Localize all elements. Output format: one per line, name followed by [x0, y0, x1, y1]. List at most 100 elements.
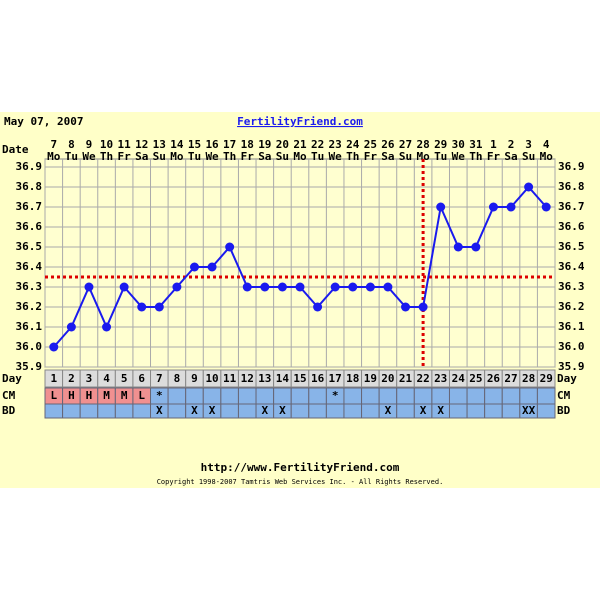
temperature-point [260, 282, 270, 292]
y-tick-label-right: 36.6 [558, 220, 585, 233]
cm-value: M [121, 389, 128, 402]
date-label: Date [2, 143, 29, 156]
y-tick-label-right: 36.1 [558, 320, 585, 333]
weekday-label: Mo [540, 150, 554, 163]
date-label: 19 [258, 138, 271, 151]
y-tick-label: 36.4 [16, 260, 43, 273]
date-label: 9 [86, 138, 93, 151]
y-tick-label-right: 36.0 [558, 340, 585, 353]
temperature-point [119, 282, 129, 292]
temperature-point [295, 282, 305, 292]
cm-cell [501, 387, 521, 405]
x-tick-label: 21 [399, 372, 413, 385]
date-label: 1 [490, 138, 497, 151]
temperature-point [348, 282, 358, 292]
y-tick-label-right: 35.9 [558, 360, 585, 373]
cm-value: M [103, 389, 110, 402]
temperature-point [242, 282, 252, 292]
bd-cell [308, 403, 327, 419]
y-tick-label: 36.6 [16, 220, 43, 233]
x-tick-label: 29 [540, 372, 553, 385]
y-tick-label: 36.2 [16, 300, 43, 313]
temperature-point [541, 202, 551, 212]
y-tick-label: 36.3 [16, 280, 43, 293]
weekday-label: Th [223, 150, 236, 163]
bd-cell [220, 403, 239, 419]
weekday-label: Fr [364, 150, 378, 163]
bd-value: X [191, 404, 198, 417]
temperature-point [401, 302, 411, 312]
weekday-label: Sa [381, 150, 394, 163]
copyright: Copyright 1998-2007 Tamtris Web Services… [157, 478, 444, 486]
y-tick-label: 36.5 [16, 240, 43, 253]
cm-cell [484, 387, 503, 405]
bd-cell [290, 403, 310, 419]
weekday-label: Th [346, 150, 359, 163]
date-label: 4 [543, 138, 550, 151]
temperature-point [506, 202, 516, 212]
date-label: 20 [276, 138, 289, 151]
x-tick-label: 9 [191, 372, 198, 385]
day-label-right: Day [557, 372, 577, 385]
date-label: 24 [346, 138, 360, 151]
temperature-point [154, 302, 164, 312]
cm-cell [448, 387, 468, 405]
day-cell [536, 369, 556, 388]
y-tick-label: 36.1 [16, 320, 43, 333]
weekday-label: Fr [241, 150, 255, 163]
cm-label-right: CM [557, 389, 571, 402]
cm-cell [290, 387, 310, 405]
cm-cell [466, 387, 486, 405]
date-label: 21 [293, 138, 307, 151]
x-tick-label: 14 [276, 372, 290, 385]
date-label: 13 [153, 138, 166, 151]
x-tick-label: 16 [311, 372, 325, 385]
weekday-label: Mo [416, 150, 430, 163]
bd-cell [361, 403, 380, 419]
x-tick-label: 27 [504, 372, 517, 385]
bd-value: X [262, 404, 269, 417]
bd-cell [325, 403, 345, 419]
x-tick-label: 2 [68, 372, 75, 385]
cm-value: * [332, 389, 339, 402]
bd-cell [237, 403, 257, 419]
date-label: 18 [241, 138, 254, 151]
temperature-point [313, 302, 323, 312]
weekday-label: We [82, 150, 96, 163]
y-tick-label-right: 36.8 [558, 180, 585, 193]
x-tick-label: 4 [103, 372, 110, 385]
y-tick-label: 36.8 [16, 180, 43, 193]
bd-cell [114, 403, 134, 419]
y-tick-label: 36.7 [16, 200, 43, 213]
weekday-label: Tu [188, 150, 201, 163]
temperature-point [172, 282, 182, 292]
cm-cell [308, 387, 327, 405]
cm-cell [378, 387, 398, 405]
temperature-point [383, 282, 393, 292]
x-tick-label: 22 [416, 372, 429, 385]
bd-cell [132, 403, 152, 419]
date-label: 22 [311, 138, 324, 151]
bd-cell [97, 403, 116, 419]
cm-cell [431, 387, 450, 405]
site-link[interactable]: FertilityFriend.com [237, 115, 363, 128]
date-label: 15 [188, 138, 201, 151]
temperature-point [84, 282, 94, 292]
cm-value: L [138, 389, 145, 402]
bd-label: BD [2, 404, 16, 417]
bd-cell [44, 403, 64, 419]
cm-cell [361, 387, 380, 405]
temperature-point [189, 262, 199, 272]
y-tick-label-right: 36.5 [558, 240, 585, 253]
temperature-point [225, 242, 235, 252]
bd-cell [484, 403, 503, 419]
x-tick-label: 5 [121, 372, 128, 385]
date-label: 31 [469, 138, 483, 151]
x-tick-label: 8 [174, 372, 181, 385]
bd-value: X [279, 404, 286, 417]
bd-cell [501, 403, 521, 419]
bd-cell [536, 403, 556, 419]
weekday-label: Su [153, 150, 166, 163]
cm-cell [237, 387, 257, 405]
date-label: 25 [364, 138, 377, 151]
